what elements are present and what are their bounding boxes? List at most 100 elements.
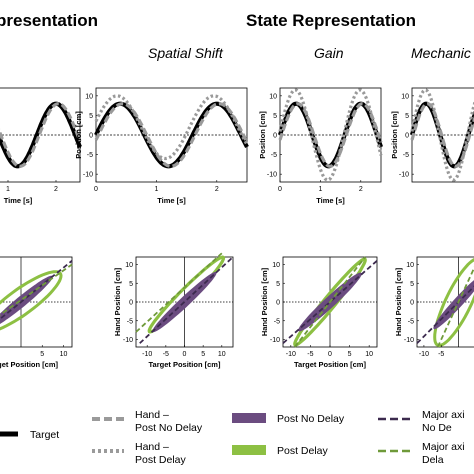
state-4-xlabel: Target Position [cm] bbox=[0, 360, 58, 369]
state-4-xtick-label: 5 bbox=[40, 351, 44, 358]
state-7-xtick-label: -5 bbox=[438, 351, 444, 358]
state-5-ytick-label: 5 bbox=[129, 281, 133, 288]
state-6-xtick-label: -5 bbox=[307, 351, 313, 358]
legend-label-major-delay-2: Dela bbox=[422, 454, 444, 466]
title-state-representation: State Representation bbox=[246, 11, 416, 30]
legend-label-hand-delay-2: Post Delay bbox=[135, 454, 187, 466]
state-4-xtick-label: 10 bbox=[60, 351, 68, 358]
title-spatial-shift: Spatial Shift bbox=[148, 45, 224, 61]
legend-swatch-post-no-delay bbox=[232, 413, 266, 423]
time-2-ytick-label: 10 bbox=[269, 93, 277, 100]
time-0-series-hand-post-no-delay bbox=[0, 102, 82, 168]
state-7-ytick-label: -5 bbox=[408, 318, 414, 325]
state-5-xtick-label: 0 bbox=[183, 351, 187, 358]
legend-swatch-post-delay bbox=[232, 445, 266, 455]
state-5-major-axis-no-delay bbox=[139, 256, 234, 344]
state-4-major-axis-no-delay bbox=[0, 260, 73, 321]
time-1-xlabel: Time [s] bbox=[157, 196, 186, 205]
state-7-major-axis-delay bbox=[436, 266, 474, 348]
state-6-ylabel: Hand Position [cm] bbox=[260, 267, 269, 336]
time-2-xlabel: Time [s] bbox=[316, 196, 345, 205]
title-left-cut: presentation bbox=[0, 11, 98, 30]
state-5-xtick-label: -5 bbox=[163, 351, 169, 358]
time-2-xtick-label: 2 bbox=[359, 186, 363, 193]
state-6-major-axis-no-delay bbox=[282, 260, 378, 344]
legend-label-post-delay: Post Delay bbox=[277, 445, 329, 457]
legend-label-hand-delay-1: Hand – bbox=[135, 441, 169, 453]
time-3-ytick-label: -10 bbox=[399, 172, 409, 179]
state-6-ytick-label: 0 bbox=[276, 300, 280, 307]
state-7-xtick-label: -10 bbox=[419, 351, 429, 358]
time-2-xtick-label: 1 bbox=[318, 186, 322, 193]
time-1-ytick-label: -10 bbox=[83, 172, 93, 179]
time-1-ytick-label: 10 bbox=[85, 93, 93, 100]
legend-label-major-delay-1: Major axi bbox=[422, 441, 465, 453]
state-5-ytick-label: 0 bbox=[129, 300, 133, 307]
state-6-xlabel: Target Position [cm] bbox=[294, 360, 366, 369]
time-0-xtick-label: 2 bbox=[54, 186, 58, 193]
state-7-ytick-label: 0 bbox=[410, 300, 414, 307]
legend-label-major-no-delay-2: No De bbox=[422, 422, 452, 434]
state-7-ylabel: Hand Position [cm] bbox=[394, 267, 403, 336]
time-1-series-hand-post-no-delay bbox=[94, 102, 249, 168]
state-5-xlabel: Target Position [cm] bbox=[149, 360, 221, 369]
time-1-ytick-label: -5 bbox=[87, 152, 93, 159]
state-5-xtick-label: 10 bbox=[218, 351, 226, 358]
legend-label-hand-no-delay-1: Hand – bbox=[135, 409, 169, 421]
legend-label-post-no-delay: Post No Delay bbox=[277, 413, 345, 425]
time-2-xtick-label: 0 bbox=[278, 186, 282, 193]
time-1-ytick-label: 5 bbox=[89, 113, 93, 120]
legend-label-target: Target bbox=[30, 429, 59, 441]
legend: Target Hand – Post No Delay Hand – Post … bbox=[0, 409, 465, 466]
state-6-xtick-label: -10 bbox=[286, 351, 296, 358]
state-5-ylabel: Hand Position [cm] bbox=[113, 267, 122, 336]
time-1-series-hand-post-delay bbox=[94, 94, 249, 161]
state-5-xtick-label: 5 bbox=[201, 351, 205, 358]
title-mechanic-cut: Mechanic bbox=[411, 45, 471, 61]
time-2-series-hand-post-no-delay bbox=[278, 102, 383, 168]
time-2-ytick-label: -5 bbox=[271, 152, 277, 159]
time-0-frame bbox=[0, 87, 81, 183]
state-4-ellipse-post-delay bbox=[0, 270, 63, 331]
state-6-xtick-label: 5 bbox=[348, 351, 352, 358]
state-6-major-axis-delay bbox=[294, 256, 366, 348]
time-1-ytick-label: 0 bbox=[89, 133, 93, 140]
state-7-ytick-label: 10 bbox=[406, 262, 414, 269]
time-3-ytick-label: 5 bbox=[405, 113, 409, 120]
time-1-xtick-label: 0 bbox=[94, 186, 98, 193]
state-6-ytick-label: -5 bbox=[274, 318, 280, 325]
state-6-ytick-label: 5 bbox=[276, 281, 280, 288]
time-2-ytick-label: -10 bbox=[267, 172, 277, 179]
state-7-ellipse-post-delay bbox=[433, 258, 474, 347]
legend-label-hand-no-delay-2: Post No Delay bbox=[135, 422, 203, 434]
time-2-ytick-label: 0 bbox=[273, 133, 277, 140]
time-1-ylabel: Position [cm] bbox=[74, 111, 83, 159]
time-3-ytick-label: -5 bbox=[403, 152, 409, 159]
state-7-ellipse-post-no-delay bbox=[433, 280, 474, 330]
state-6-xtick-label: 10 bbox=[365, 351, 373, 358]
state-6-ytick-label: -10 bbox=[270, 337, 280, 344]
time-0-xlabel: Time [s] bbox=[4, 196, 33, 205]
state-5-ytick-label: 10 bbox=[125, 262, 133, 269]
time-1-xtick-label: 2 bbox=[215, 186, 219, 193]
state-7-ytick-label: -10 bbox=[404, 337, 414, 344]
time-3-ylabel: Position [cm] bbox=[390, 111, 399, 159]
time-3-series-hand-post-no-delay bbox=[410, 102, 474, 168]
time-2-series-hand-post-delay bbox=[278, 88, 383, 182]
time-2-ylabel: Position [cm] bbox=[258, 111, 267, 159]
time-3-series-hand-post-delay bbox=[410, 88, 474, 182]
state-6-xtick-label: 0 bbox=[328, 351, 332, 358]
time-1-xtick-label: 1 bbox=[154, 186, 158, 193]
state-6-ytick-label: 10 bbox=[272, 262, 280, 269]
state-5-ytick-label: -5 bbox=[127, 318, 133, 325]
time-0-xtick-label: 1 bbox=[6, 186, 10, 193]
time-2-ytick-label: 5 bbox=[273, 113, 277, 120]
legend-label-major-no-delay-1: Major axi bbox=[422, 409, 465, 421]
time-3-ytick-label: 0 bbox=[405, 133, 409, 140]
state-5-ytick-label: -10 bbox=[123, 337, 133, 344]
state-5-major-axis-delay bbox=[135, 252, 223, 333]
time-3-ytick-label: 10 bbox=[401, 93, 409, 100]
title-gain: Gain bbox=[314, 45, 344, 61]
state-7-ytick-label: 5 bbox=[410, 281, 414, 288]
